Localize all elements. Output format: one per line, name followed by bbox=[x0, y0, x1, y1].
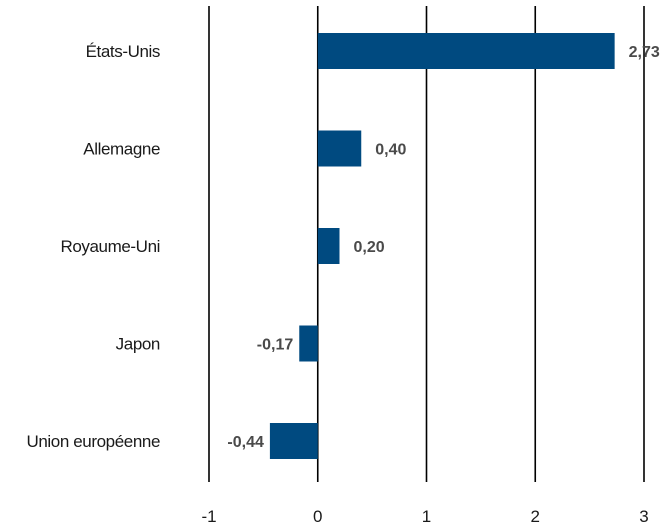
category-label: Japon bbox=[116, 335, 160, 354]
category-label: Allemagne bbox=[83, 140, 160, 159]
x-tick-label: -1 bbox=[201, 507, 216, 525]
x-tick-label: 2 bbox=[531, 507, 540, 525]
category-label: Royaume-Uni bbox=[60, 237, 160, 256]
value-label: 0,20 bbox=[354, 239, 385, 256]
bar bbox=[317, 130, 362, 167]
value-label: 0,40 bbox=[375, 142, 406, 159]
value-labels: 2,73 0,40 0,20 -0,17 -0,44 bbox=[227, 44, 659, 451]
grid-lines bbox=[208, 6, 645, 482]
x-tick-labels: -1 0 1 2 3 bbox=[201, 507, 648, 526]
bars bbox=[269, 33, 615, 459]
category-label: Union européenne bbox=[27, 432, 161, 451]
value-label: 2,73 bbox=[629, 44, 660, 61]
category-label: États-Unis bbox=[86, 42, 160, 61]
bar bbox=[269, 423, 318, 459]
x-tick-label: 3 bbox=[639, 507, 648, 525]
x-tick-label: 1 bbox=[422, 507, 431, 525]
bar bbox=[299, 325, 318, 362]
category-labels: États-Unis Allemagne Royaume-Uni Japon Union… bbox=[27, 42, 161, 451]
bar bbox=[317, 33, 615, 69]
bar bbox=[317, 228, 340, 264]
value-label: -0,17 bbox=[257, 337, 294, 354]
value-label: -0,44 bbox=[227, 434, 264, 451]
x-tick-label: 0 bbox=[313, 507, 322, 525]
